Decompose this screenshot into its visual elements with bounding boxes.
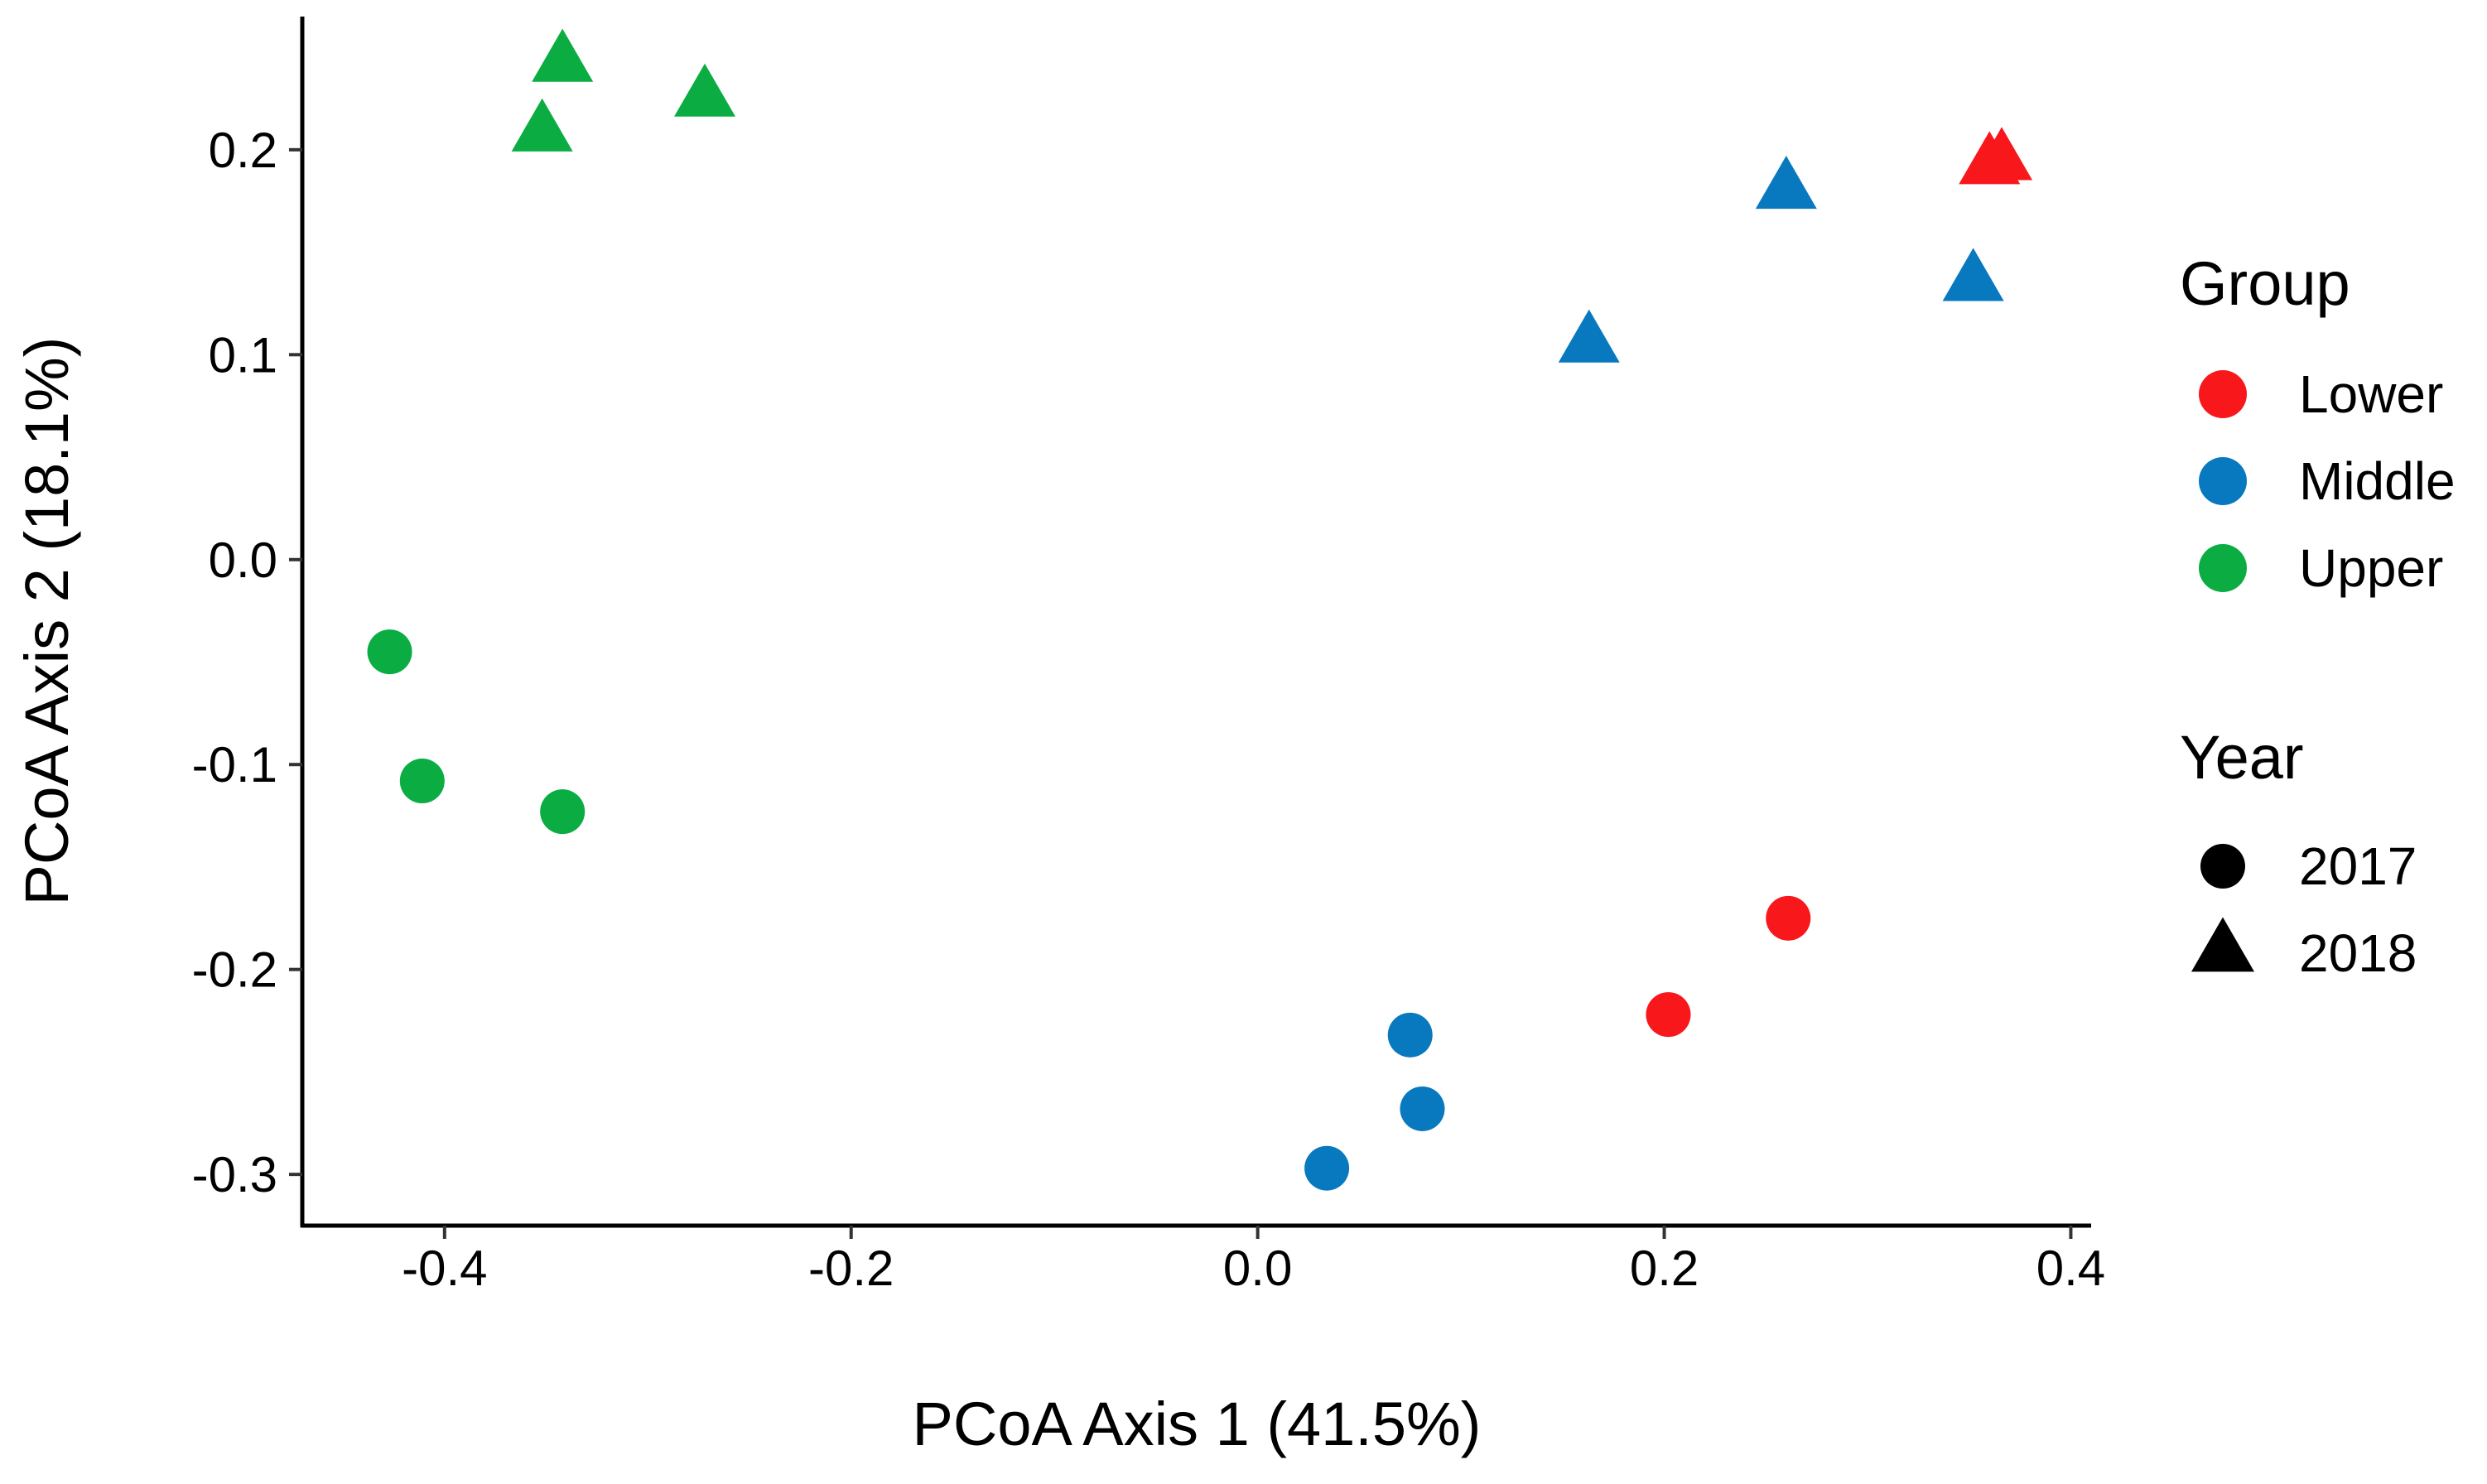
legend-label-lower: Lower <box>2299 364 2443 424</box>
x-tick-label: 0.4 <box>2036 1241 2105 1296</box>
x-tick-label: -0.4 <box>402 1241 487 1296</box>
legend-year-title: Year <box>2180 723 2304 792</box>
point-lower-2018 <box>1971 127 2032 181</box>
point-upper-2017 <box>367 629 412 675</box>
y-tick-label: -0.3 <box>192 1147 277 1202</box>
y-tick-label: 0.0 <box>209 532 277 588</box>
x-tick-label: 0.0 <box>1223 1241 1292 1296</box>
x-axis-label: PCoA Axis 1 (41.5%) <box>913 1390 1482 1458</box>
point-upper-2018 <box>511 98 573 152</box>
point-middle-2017 <box>1304 1145 1350 1191</box>
x-tick-label: -0.2 <box>808 1241 894 1296</box>
x-tick-label: 0.2 <box>1630 1241 1699 1296</box>
legend-key-lower <box>2199 370 2247 418</box>
point-middle-2018 <box>1558 309 1620 363</box>
plot-area: -0.4 -0.2 0.0 0.2 0.4 -0.3 -0.2 -0.1 0.0 0.1 0.2 PC… <box>12 17 2105 1458</box>
y-tick-label: 0.1 <box>209 327 277 383</box>
y-tick-label: 0.2 <box>209 123 277 178</box>
legend-label-upper: Upper <box>2299 538 2443 598</box>
y-tick-label: -0.2 <box>192 942 277 998</box>
legend-key-middle <box>2199 457 2247 505</box>
legend: Group Lower Middle Upper Year 2017 2018 <box>2180 249 2456 983</box>
point-lower-2017 <box>1646 992 1691 1038</box>
point-middle-2017 <box>1400 1086 1445 1131</box>
legend-key-2017 <box>2200 844 2245 889</box>
point-upper-2018 <box>674 63 735 117</box>
point-middle-2018 <box>1942 248 2004 301</box>
y-axis-label: PCoA Axis 2 (18.1%) <box>12 337 81 906</box>
y-tick-label: -0.1 <box>192 737 277 793</box>
legend-label-2018: 2018 <box>2299 923 2417 983</box>
legend-label-2017: 2017 <box>2299 836 2417 896</box>
point-upper-2017 <box>399 759 445 804</box>
legend-key-2018 <box>2191 917 2254 972</box>
point-upper-2018 <box>532 28 594 82</box>
legend-label-middle: Middle <box>2299 451 2456 511</box>
point-middle-2018 <box>1755 156 1817 210</box>
point-upper-2017 <box>540 789 586 835</box>
point-lower-2017 <box>1766 895 1811 941</box>
legend-key-upper <box>2199 544 2247 592</box>
point-middle-2017 <box>1387 1012 1433 1058</box>
legend-group-title: Group <box>2180 249 2350 318</box>
